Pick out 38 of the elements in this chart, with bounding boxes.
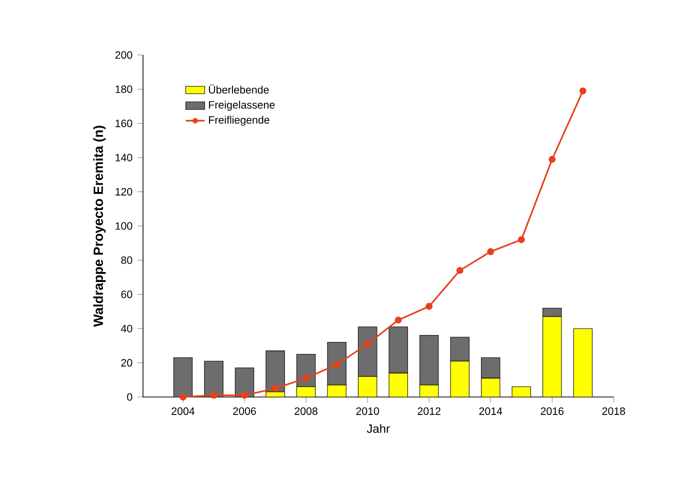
y-tick-label: 0: [127, 393, 132, 401]
point: [426, 302, 433, 310]
legend-label: Freigelassene: [209, 100, 275, 111]
y-tick-label: 180: [116, 85, 132, 93]
point: [364, 340, 372, 348]
x-tick-label: 2018: [602, 407, 626, 415]
point: [518, 236, 525, 244]
y-tick-label: 60: [121, 290, 132, 298]
point: [394, 316, 402, 324]
point: [241, 392, 248, 399]
point: [272, 384, 279, 392]
x-tick-label: 2008: [294, 407, 318, 415]
legend-label: Überlebende: [208, 84, 269, 94]
point: [302, 374, 310, 382]
point: [456, 266, 464, 274]
y-tick-label: 20: [121, 359, 132, 367]
point: [333, 361, 340, 368]
point: [487, 248, 494, 256]
y-tick-label: 40: [121, 324, 132, 332]
x-tick-label: 2016: [540, 407, 564, 415]
y-tick-label: 80: [121, 256, 132, 264]
point: [548, 156, 556, 163]
point: [579, 87, 586, 94]
y-tick-label: 100: [116, 222, 132, 230]
x-tick-label: 2004: [172, 407, 195, 415]
legend-label: Freifliegende: [209, 116, 270, 126]
x-tick-label: 2006: [233, 407, 256, 415]
x-tick-label: 2010: [356, 407, 380, 415]
x-tick-label: 2014: [479, 407, 502, 415]
x-axis-title: Jahr: [366, 424, 390, 433]
x-tick-label: 2012: [418, 407, 440, 415]
point: [210, 392, 218, 399]
y-tick-label: 160: [116, 120, 132, 128]
y-tick-label: 120: [116, 188, 132, 196]
point: [180, 394, 186, 400]
y-tick-label: 140: [116, 154, 132, 162]
y-tick-label: 200: [115, 51, 132, 59]
y-axis-title: Waldrappe Proyecto Eremita (n): [93, 126, 106, 327]
